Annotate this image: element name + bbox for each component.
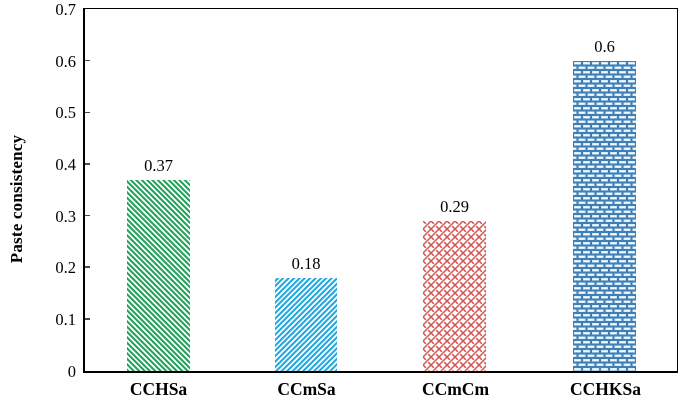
- bar-ccmcm: [423, 221, 486, 371]
- x-label-ccmcm: CCmCm: [421, 379, 490, 399]
- y-tick-label: 0.4: [55, 154, 76, 174]
- bar-group-ccmcm: 0.29: [423, 9, 486, 371]
- bar-cchsa: [127, 179, 190, 371]
- y-tick-mark: [85, 266, 90, 268]
- bar-cchksa: [573, 61, 636, 371]
- brick-pattern-fill: [573, 61, 636, 371]
- bar-value-label: 0.29: [440, 197, 469, 217]
- y-tick-label: 0.7: [55, 0, 76, 19]
- y-tick-label: 0.3: [55, 206, 76, 226]
- bar-value-label: 0.37: [144, 155, 173, 175]
- bar-group-ccmsa: 0.18: [275, 9, 337, 371]
- bar-ccmsa: [275, 278, 337, 371]
- y-tick-mark: [85, 318, 90, 320]
- x-label-cchsa: CCHSa: [129, 379, 188, 399]
- y-tick-mark: [85, 214, 90, 217]
- bar-value-label: 0.6: [594, 37, 615, 57]
- y-axis-tick-labels: 0 0.1 0.2 0.3 0.4 0.5 0.6 0.7: [0, 0, 76, 381]
- bar-group-cchksa: 0.6: [573, 9, 636, 371]
- x-axis-labels: CCHSa CCmSa CCmCm CCHKSa: [83, 378, 678, 402]
- x-label-ccmsa: CCmSa: [277, 379, 336, 399]
- plot-area: 0.37 0.18 0.29: [83, 8, 678, 373]
- bar-group-cchsa: 0.37: [127, 9, 190, 371]
- y-tick-label: 0.6: [55, 51, 76, 71]
- y-tick-label: 0: [67, 361, 76, 381]
- y-tick-label: 0.1: [55, 309, 76, 329]
- y-tick-label: 0.2: [55, 258, 76, 278]
- weave-pattern-fill: [423, 221, 486, 371]
- y-tick-mark: [85, 59, 90, 62]
- x-label-cchksa: CCHKSa: [570, 379, 641, 399]
- y-tick-mark: [85, 111, 90, 114]
- y-tick-mark: [85, 163, 90, 165]
- bar-value-label: 0.18: [291, 254, 321, 274]
- y-tick-label: 0.5: [55, 103, 76, 123]
